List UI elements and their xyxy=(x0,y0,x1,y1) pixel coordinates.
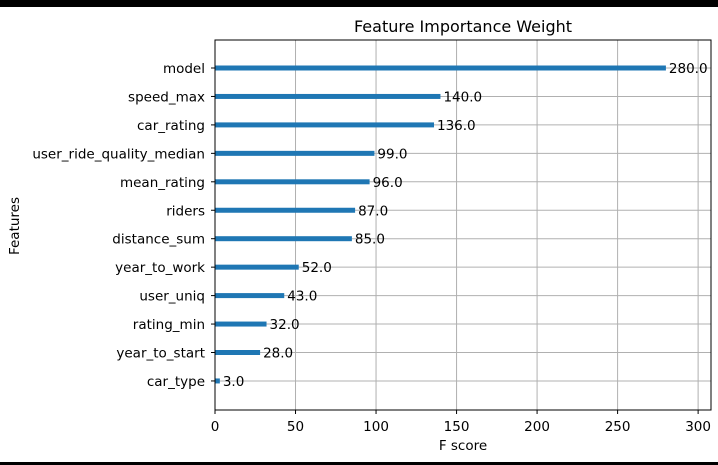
y-tick-label: user_ride_quality_median xyxy=(32,146,205,162)
y-tick-label: user_uniq xyxy=(139,289,205,305)
bar-value-label: 96.0 xyxy=(373,175,403,191)
bars-group xyxy=(215,65,666,384)
bottom-border xyxy=(0,462,718,465)
y-tick-label: rating_min xyxy=(133,317,205,333)
y-axis-label: Features xyxy=(7,197,23,255)
bar xyxy=(215,236,352,242)
top-border xyxy=(0,0,718,7)
bar-value-label: 140.0 xyxy=(443,89,482,105)
x-tick-label: 150 xyxy=(444,419,470,435)
x-tick-label: 200 xyxy=(524,419,550,435)
bar-value-label: 32.0 xyxy=(270,317,300,333)
bar-value-label: 3.0 xyxy=(223,374,244,390)
bar xyxy=(215,264,299,270)
x-tick-label: 0 xyxy=(211,419,220,435)
bar xyxy=(215,350,261,355)
bar-value-label: 99.0 xyxy=(377,146,407,162)
bar xyxy=(215,150,375,156)
bar-value-label: 43.0 xyxy=(287,289,317,305)
plot-frame xyxy=(214,39,712,411)
bar xyxy=(215,378,220,384)
y-tick-label: mean_rating xyxy=(120,175,205,191)
bar xyxy=(215,321,267,327)
y-tick-label: model xyxy=(163,61,205,77)
y-tick-label: speed_max xyxy=(128,89,205,105)
x-tick-label: 300 xyxy=(685,419,711,435)
value-labels-group: 280.0 140.0 136.0 99.0 96.0 87.0 85.0 52.0 43.0 3… xyxy=(223,61,708,390)
x-tick-label: 50 xyxy=(287,419,304,435)
bar-value-label: 52.0 xyxy=(302,260,332,276)
x-tick-labels-group: 0 50 100 150 200 250 300 xyxy=(211,410,711,435)
bar-value-label: 136.0 xyxy=(437,118,476,134)
y-tick-label: car_rating xyxy=(137,118,205,134)
y-tick-label: year_to_start xyxy=(116,346,205,362)
bar-value-label: 28.0 xyxy=(263,346,293,362)
bar-value-label: 85.0 xyxy=(355,232,385,248)
bar xyxy=(215,122,435,128)
chart-title: Feature Importance Weight xyxy=(354,17,572,36)
y-tick-labels-group: model speed_max car_rating user_ride_qualit… xyxy=(32,61,215,390)
bar-value-label: 280.0 xyxy=(669,61,708,77)
y-tick-label: year_to_work xyxy=(115,260,205,276)
y-tick-label: distance_sum xyxy=(112,232,205,248)
x-tick-label: 250 xyxy=(605,419,631,435)
x-axis-label: F score xyxy=(439,438,487,454)
y-tick-label: riders xyxy=(166,203,205,219)
bar xyxy=(215,293,285,299)
bar xyxy=(215,207,356,213)
bar xyxy=(215,65,666,71)
bar xyxy=(215,179,370,185)
bar xyxy=(215,93,441,99)
bar-value-label: 87.0 xyxy=(358,203,388,219)
y-tick-label: car_type xyxy=(147,374,205,390)
x-tick-label: 100 xyxy=(363,419,389,435)
